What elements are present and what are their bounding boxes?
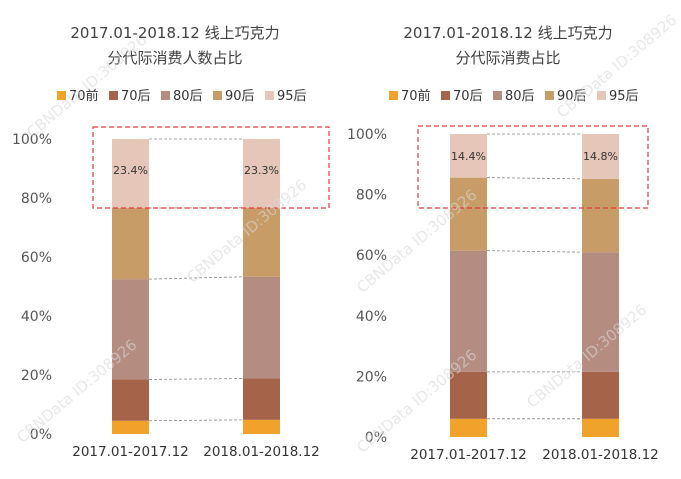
data-label: 23.4% (113, 164, 148, 177)
legend-item: 70前 (57, 88, 99, 104)
bar-segment-95后 (582, 134, 619, 179)
y-tick-label: 0% (365, 430, 387, 446)
legend-item: 70前 (389, 88, 431, 104)
y-tick-label: 80% (356, 188, 387, 204)
bar-segment-90后 (112, 208, 149, 280)
x-category-label: 2018.01-2018.12 (203, 444, 320, 460)
bar-segment-90后 (582, 178, 619, 253)
legend-item: 70后 (109, 89, 151, 104)
stacked-bar (243, 139, 280, 434)
bar-segment-70前 (450, 418, 487, 437)
legend-swatch (161, 91, 170, 100)
data-label: 14.4% (451, 150, 486, 163)
y-tick-label: 20% (21, 368, 52, 384)
bar-segment-90后 (243, 207, 280, 277)
data-label: 23.3% (244, 164, 279, 177)
bar-segment-80后 (450, 250, 487, 372)
bar-segment-70前 (582, 418, 619, 437)
legend-swatch (389, 91, 398, 100)
legend-swatch (57, 91, 66, 100)
highlight-box (417, 125, 649, 209)
legend-item: 90后 (213, 89, 255, 104)
highlight-box (92, 126, 330, 209)
chart-title-line1: 2017.01-2018.12 线上巧克力 (403, 24, 612, 42)
bar-segment-70后 (112, 379, 149, 421)
legend-swatch (265, 91, 274, 100)
y-tick-label: 20% (356, 369, 387, 385)
legend-swatch (493, 91, 502, 100)
y-tick-label: 60% (356, 248, 387, 264)
bar-segment-90后 (450, 177, 487, 251)
legend-swatch (597, 91, 606, 100)
legend-label: 95后 (609, 89, 639, 104)
chart-title-line1: 2017.01-2018.12 线上巧克力 (70, 24, 279, 42)
legend-item: 70后 (441, 89, 483, 104)
legend-item: 80后 (161, 89, 203, 104)
data-label: 14.8% (583, 150, 618, 163)
legend-label: 70后 (121, 89, 151, 104)
stacked-bar (450, 134, 487, 437)
legend-swatch (441, 91, 450, 100)
legend-label: 95后 (277, 89, 307, 104)
legend-label: 90后 (557, 89, 587, 104)
y-tick-label: 80% (21, 191, 52, 207)
y-tick-label: 40% (356, 309, 387, 325)
y-tick-label: 40% (21, 309, 52, 325)
legend-item: 95后 (265, 89, 307, 104)
connector-line (486, 177, 583, 180)
legend-label: 90后 (225, 89, 255, 104)
bar-segment-70后 (450, 371, 487, 419)
legend-label: 70前 (69, 88, 99, 104)
x-category-label: 2017.01-2017.12 (410, 447, 527, 463)
bar-segment-70后 (243, 378, 280, 420)
bar-segment-95后 (243, 139, 280, 208)
legend-item: 90后 (545, 89, 587, 104)
legend-swatch (213, 91, 222, 100)
stacked-bar (112, 139, 149, 434)
legend-label: 70前 (401, 88, 431, 104)
legend-swatch (545, 91, 554, 100)
legend-swatch (109, 91, 118, 100)
bar-segment-70前 (243, 419, 280, 434)
connector-line (148, 276, 244, 280)
connector-line (148, 419, 244, 422)
bar-segment-70前 (112, 420, 149, 434)
legend-item: 80后 (493, 89, 535, 104)
bar-segment-95后 (450, 134, 487, 178)
y-tick-label: 100% (12, 132, 52, 148)
x-category-label: 2018.01-2018.12 (542, 447, 659, 463)
legend-item: 95后 (597, 89, 639, 104)
legend-label: 80后 (505, 89, 535, 104)
y-tick-label: 0% (30, 427, 52, 443)
legend-label: 70后 (453, 89, 483, 104)
bar-segment-70后 (582, 371, 619, 419)
bar-segment-95后 (112, 139, 149, 209)
y-tick-label: 100% (347, 127, 387, 143)
bar-segment-80后 (112, 279, 149, 380)
stacked-bar (582, 134, 619, 437)
y-tick-label: 60% (21, 250, 52, 266)
connector-line (148, 378, 244, 380)
bar-segment-80后 (243, 276, 280, 379)
chart-title-line2: 分代际消费占比 (455, 49, 560, 67)
connector-line (486, 250, 583, 253)
x-category-label: 2017.01-2017.12 (72, 444, 189, 460)
bar-segment-80后 (582, 252, 619, 372)
legend-label: 80后 (173, 89, 203, 104)
watermark: CBNData ID:308926 (23, 31, 150, 142)
chart-title-line2: 分代际消费人数占比 (107, 49, 242, 67)
